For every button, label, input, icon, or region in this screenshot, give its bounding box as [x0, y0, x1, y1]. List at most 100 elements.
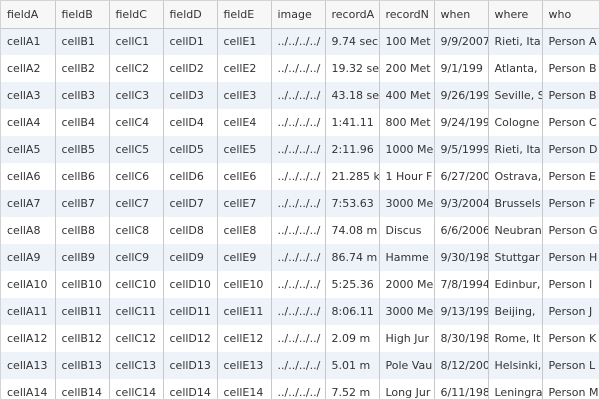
table-cell[interactable]: ../../../../ [271, 55, 326, 82]
table-cell[interactable]: cellD10 [163, 271, 218, 298]
table-cell[interactable]: cellE2 [217, 55, 272, 82]
table-cell[interactable]: Stuttgar [488, 244, 543, 271]
column-header-fielde[interactable]: fieldE [217, 1, 272, 29]
table-cell[interactable]: 8/12/200 [434, 352, 489, 379]
column-header-where[interactable]: where [488, 1, 543, 29]
table-row[interactable]: cellA1 cellB1 cellC1 cellD1 cellE1 ../../../.… [1, 28, 599, 55]
table-cell[interactable]: cellD13 [163, 352, 218, 379]
table-cell[interactable]: Person C [542, 109, 599, 136]
table-cell[interactable]: Person H [542, 244, 599, 271]
table-cell[interactable]: cellE11 [217, 298, 272, 325]
table-cell[interactable]: 6/27/200 [434, 163, 489, 190]
table-cell[interactable]: cellD14 [163, 379, 218, 399]
table-cell[interactable]: cellE12 [217, 325, 272, 352]
table-cell[interactable]: Person D [542, 136, 599, 163]
table-cell[interactable]: 1 Hour F [379, 163, 435, 190]
table-cell[interactable]: cellC11 [109, 298, 164, 325]
table-cell[interactable]: cellD7 [163, 190, 218, 217]
table-cell[interactable]: ../../../../ [271, 352, 326, 379]
table-cell[interactable]: cellA12 [1, 325, 56, 352]
table-cell[interactable]: Neubran [488, 217, 543, 244]
table-row[interactable]: cellA7 cellB7 cellC7 cellD7 cellE7 ../../../.… [1, 190, 599, 217]
table-row[interactable]: cellA3 cellB3 cellC3 cellD3 cellE3 ../../../.… [1, 82, 599, 109]
table-cell[interactable]: cellA2 [1, 55, 56, 82]
table-cell[interactable]: 5.01 m [325, 352, 380, 379]
table-cell[interactable]: cellE6 [217, 163, 272, 190]
table-cell[interactable]: 74.08 m [325, 217, 380, 244]
table-cell[interactable]: cellB5 [55, 136, 110, 163]
table-cell[interactable]: 9/3/2004 [434, 190, 489, 217]
column-header-who[interactable]: who [542, 1, 599, 29]
table-row[interactable]: cellA5 cellB5 cellC5 cellD5 cellE5 ../../../.… [1, 136, 599, 163]
table-cell[interactable]: 3000 Me [379, 190, 435, 217]
table-cell[interactable]: 1000 Me [379, 136, 435, 163]
table-cell[interactable]: cellC14 [109, 379, 164, 399]
table-cell[interactable]: 9/30/198 [434, 244, 489, 271]
table-cell[interactable]: cellC9 [109, 244, 164, 271]
table-cell[interactable]: Person B [542, 55, 599, 82]
table-cell[interactable]: Person K [542, 325, 599, 352]
table-cell[interactable]: ../../../../ [271, 298, 326, 325]
table-cell[interactable]: cellB9 [55, 244, 110, 271]
table-row[interactable]: cellA6 cellB6 cellC6 cellD6 cellE6 ../../../.… [1, 163, 599, 190]
table-cell[interactable]: 19.32 se [325, 55, 380, 82]
table-cell[interactable]: cellA7 [1, 190, 56, 217]
table-cell[interactable]: 21.285 k [325, 163, 380, 190]
table-cell[interactable]: cellB13 [55, 352, 110, 379]
table-cell[interactable]: cellA6 [1, 163, 56, 190]
table-cell[interactable]: cellA4 [1, 109, 56, 136]
table-cell[interactable]: Seville, S [488, 82, 543, 109]
table-cell[interactable]: 86.74 m [325, 244, 380, 271]
table-cell[interactable]: cellB12 [55, 325, 110, 352]
table-cell[interactable]: cellD9 [163, 244, 218, 271]
table-cell[interactable]: cellE1 [217, 28, 272, 55]
table-cell[interactable]: Beijing, [488, 298, 543, 325]
table-cell[interactable]: ../../../../ [271, 217, 326, 244]
table-cell[interactable]: 2000 Me [379, 271, 435, 298]
table-cell[interactable]: cellB4 [55, 109, 110, 136]
table-cell[interactable]: cellD6 [163, 163, 218, 190]
table-row[interactable]: cellA2 cellB2 cellC2 cellD2 cellE2 ../../../.… [1, 55, 599, 82]
table-cell[interactable]: cellB8 [55, 217, 110, 244]
table-cell[interactable]: Person G [542, 217, 599, 244]
table-cell[interactable]: cellB1 [55, 28, 110, 55]
column-header-fieldb[interactable]: fieldB [55, 1, 110, 29]
table-cell[interactable]: cellD3 [163, 82, 218, 109]
column-header-fielda[interactable]: fieldA [1, 1, 56, 29]
table-cell[interactable]: cellE9 [217, 244, 272, 271]
table-cell[interactable]: cellE13 [217, 352, 272, 379]
table-cell[interactable]: cellC3 [109, 82, 164, 109]
table-cell[interactable]: ../../../../ [271, 109, 326, 136]
table-cell[interactable]: 8/30/198 [434, 325, 489, 352]
table-cell[interactable]: 7:53.63 [325, 190, 380, 217]
table-cell[interactable]: ../../../../ [271, 379, 326, 399]
table-cell[interactable]: cellE5 [217, 136, 272, 163]
table-cell[interactable]: ../../../../ [271, 136, 326, 163]
table-cell[interactable]: 9/9/2007 [434, 28, 489, 55]
table-row[interactable]: cellA9 cellB9 cellC9 cellD9 cellE9 ../../../.… [1, 244, 599, 271]
table-cell[interactable]: cellD1 [163, 28, 218, 55]
table-cell[interactable]: Edinbur, [488, 271, 543, 298]
table-cell[interactable]: 400 Met [379, 82, 435, 109]
table-cell[interactable]: cellB14 [55, 379, 110, 399]
table-cell[interactable]: cellD5 [163, 136, 218, 163]
table-cell[interactable]: Cologne [488, 109, 543, 136]
table-row[interactable]: cellA12 cellB12 cellC12 cellD12 cellE12 ../..… [1, 325, 599, 352]
table-cell[interactable]: ../../../../ [271, 190, 326, 217]
column-header-image[interactable]: image [271, 1, 326, 29]
table-cell[interactable]: 6/6/2006 [434, 217, 489, 244]
table-cell[interactable]: 9/13/199 [434, 298, 489, 325]
table-cell[interactable]: ../../../../ [271, 82, 326, 109]
table-cell[interactable]: ../../../../ [271, 325, 326, 352]
table-row[interactable]: cellA10 cellB10 cellC10 cellD10 cellE10 ../..… [1, 271, 599, 298]
table-cell[interactable]: Hamme [379, 244, 435, 271]
table-cell[interactable]: 8:06.11 [325, 298, 380, 325]
table-cell[interactable]: cellE3 [217, 82, 272, 109]
table-cell[interactable]: 2.09 m [325, 325, 380, 352]
table-cell[interactable]: cellB10 [55, 271, 110, 298]
table-row[interactable]: cellA8 cellB8 cellC8 cellD8 cellE8 ../../../.… [1, 217, 599, 244]
table-cell[interactable]: cellA8 [1, 217, 56, 244]
table-cell[interactable]: High Jur [379, 325, 435, 352]
table-cell[interactable]: cellC10 [109, 271, 164, 298]
table-cell[interactable]: Person M [542, 379, 599, 399]
